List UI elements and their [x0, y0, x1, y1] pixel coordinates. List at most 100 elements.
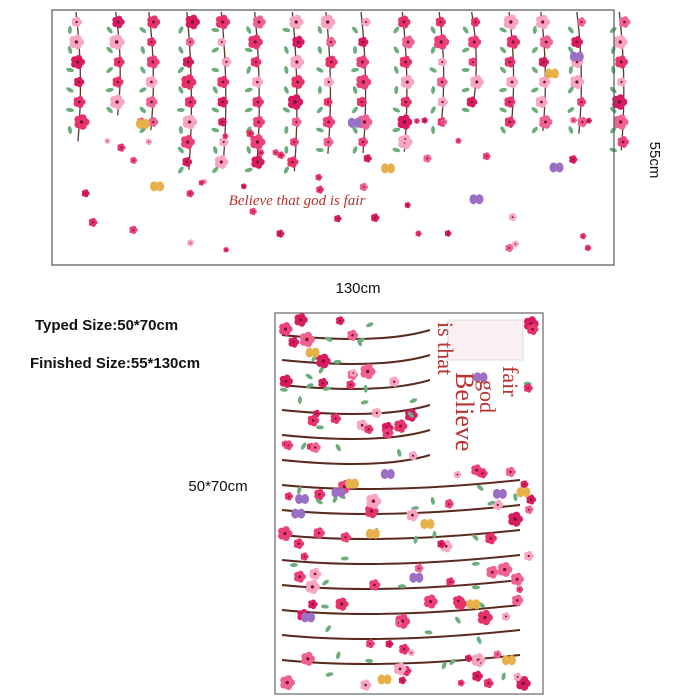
flower	[182, 114, 198, 130]
flower-center	[618, 40, 622, 44]
petal	[297, 570, 304, 577]
flower-center	[514, 243, 517, 245]
flower-center	[365, 369, 370, 374]
leaf	[246, 146, 251, 154]
flower	[181, 134, 195, 150]
butterfly-wing	[331, 487, 340, 498]
flower-center	[516, 675, 519, 678]
flower	[516, 585, 524, 594]
petal	[512, 511, 521, 520]
flower-center	[79, 120, 84, 124]
petal	[298, 313, 306, 320]
petal	[375, 407, 381, 413]
flower-center	[274, 151, 277, 154]
flower	[316, 353, 331, 369]
flower	[446, 577, 456, 587]
flower-center	[523, 483, 526, 486]
petal	[256, 15, 264, 22]
butterfly-wing	[371, 528, 380, 539]
flower-center	[74, 40, 79, 44]
flower	[147, 15, 161, 29]
flower-center	[405, 80, 409, 84]
butterfly-wing	[420, 518, 429, 529]
petal	[398, 419, 405, 426]
flower	[382, 427, 394, 439]
petal	[151, 117, 157, 122]
flower-center	[457, 140, 460, 142]
leaf	[407, 411, 414, 419]
flower-center	[388, 643, 391, 645]
flower	[371, 213, 380, 223]
leaf	[178, 166, 184, 174]
flower	[81, 189, 90, 198]
flower-center	[311, 603, 314, 606]
flower	[71, 54, 85, 70]
petal	[79, 114, 87, 122]
leaf	[67, 26, 72, 34]
petal	[327, 76, 333, 82]
leaf	[487, 500, 496, 506]
petal	[541, 56, 548, 62]
petal	[326, 115, 333, 122]
leaf	[325, 625, 332, 633]
flower	[408, 649, 415, 657]
petal	[543, 35, 551, 42]
petal	[190, 14, 198, 22]
leaf	[365, 322, 374, 328]
leaf	[140, 66, 146, 74]
flower-center	[516, 599, 519, 602]
petal	[516, 672, 521, 677]
petal	[200, 179, 204, 183]
flower-center	[310, 585, 315, 589]
flower	[198, 179, 205, 186]
petal	[446, 229, 451, 234]
flower	[349, 369, 358, 377]
leaf	[178, 126, 183, 134]
flower-center	[190, 20, 195, 24]
flower-center	[587, 247, 589, 249]
flower-center	[313, 572, 317, 576]
flower	[305, 579, 320, 595]
petal	[256, 115, 263, 122]
flower	[424, 594, 438, 609]
branch	[281, 404, 431, 415]
petal	[385, 427, 392, 433]
petal	[116, 15, 123, 22]
leaf	[139, 26, 147, 34]
butterfly-wing	[141, 118, 150, 129]
leaf	[316, 67, 324, 73]
petal	[471, 57, 476, 62]
flower	[584, 244, 592, 252]
flower	[423, 154, 432, 163]
flower-center	[116, 20, 120, 24]
petal	[574, 36, 581, 42]
flower	[249, 207, 257, 216]
leaf	[352, 106, 359, 114]
petal	[587, 117, 591, 121]
flower	[400, 75, 415, 89]
flower	[613, 114, 629, 130]
flower-center	[256, 80, 259, 84]
petal	[255, 155, 263, 162]
petal	[338, 316, 344, 321]
flower	[88, 217, 98, 227]
petal	[527, 550, 533, 556]
petal	[392, 376, 398, 382]
flower	[257, 149, 265, 156]
flower-center	[294, 20, 298, 24]
flower	[323, 97, 333, 107]
flower-center	[352, 372, 355, 374]
flower-center	[440, 80, 444, 84]
petal	[508, 14, 516, 22]
flower	[218, 117, 227, 127]
leaf	[212, 86, 218, 94]
butterfly-wing	[380, 469, 389, 480]
flower	[538, 56, 550, 68]
flower	[291, 116, 302, 128]
flower	[346, 380, 356, 390]
flower	[278, 526, 293, 542]
flower	[221, 57, 232, 67]
leaf	[430, 497, 435, 505]
flower	[571, 36, 583, 48]
flower	[402, 35, 415, 49]
